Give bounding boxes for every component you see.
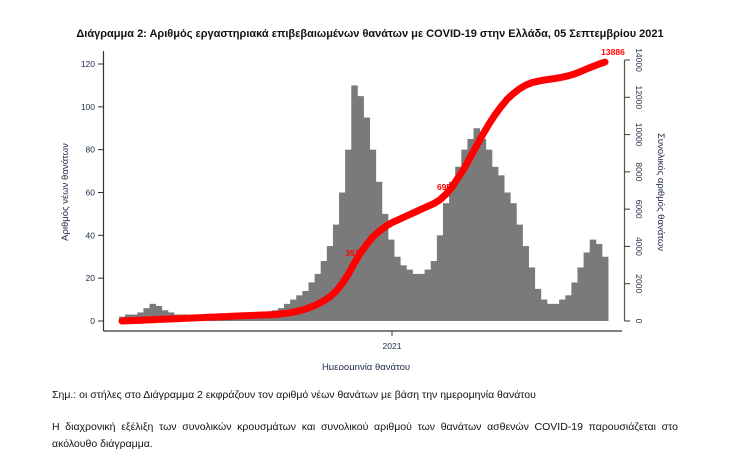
cumulative-line-series <box>118 58 609 325</box>
bar <box>467 138 474 321</box>
bar <box>363 117 371 322</box>
chart-note: Σημ.: οι στήλες στο Διάγραμμα 2 εκφράζου… <box>52 389 536 401</box>
bar <box>498 175 505 321</box>
bar <box>546 303 554 321</box>
bar <box>375 181 383 321</box>
y-right-tick-label: 10000 <box>634 123 644 147</box>
bar <box>339 192 346 321</box>
bar <box>485 149 493 321</box>
y-axis-right-label: Συνολικός αριθμός θανάτων <box>655 133 666 251</box>
bar <box>595 243 603 321</box>
bar <box>418 273 426 321</box>
data-label: 13886 <box>601 47 625 57</box>
y-tick-label: 120 <box>81 59 95 69</box>
y-right-tick-label: 2000 <box>634 274 644 293</box>
bar <box>436 235 444 321</box>
bar <box>510 203 517 321</box>
bar <box>345 149 352 321</box>
bar <box>534 288 542 321</box>
bar <box>351 85 358 322</box>
bar <box>577 267 585 321</box>
bar <box>449 181 456 321</box>
y-tick-label: 0 <box>90 316 95 326</box>
bar <box>387 239 395 321</box>
data-label: 695 <box>437 182 451 192</box>
y-right-tick-label: 4000 <box>634 237 644 256</box>
bar <box>155 306 163 321</box>
y-right-tick-label: 8000 <box>634 162 644 181</box>
bar <box>308 282 315 321</box>
y-tick-label: 40 <box>86 230 96 240</box>
y-axis-label: Αριθμός νέων θανάτων <box>60 143 71 241</box>
bar <box>504 192 511 321</box>
bar <box>430 261 438 321</box>
y-tick-label: 80 <box>86 145 96 155</box>
bar <box>473 128 481 321</box>
x-tick-label: 2021 <box>383 341 402 351</box>
axes: 0 20 40 60 80 100 120 0 2000 4000 6000 8000 10000 120… <box>81 48 644 351</box>
bar <box>583 252 591 321</box>
bar <box>381 213 389 321</box>
data-label: 351 <box>345 248 359 258</box>
bar <box>143 308 150 321</box>
bar <box>161 310 169 321</box>
bar <box>442 203 450 321</box>
bar <box>149 303 157 321</box>
bar <box>424 269 432 321</box>
cumulative-deaths-line <box>118 58 609 325</box>
chart-title: Διάγραμμα 2: Αριθμός εργαστηριακά επιβεβ… <box>76 28 663 40</box>
bar-series <box>118 85 609 322</box>
bar <box>553 303 560 321</box>
y-right-tick-label: 6000 <box>634 200 644 219</box>
bar <box>516 224 523 321</box>
deaths-chart: Διάγραμμα 2: Αριθμός εργαστηριακά επιβεβ… <box>60 28 666 370</box>
bar <box>455 166 462 321</box>
bar <box>357 96 364 321</box>
bar <box>320 261 328 321</box>
bar <box>400 265 407 321</box>
y-tick-label: 20 <box>86 273 96 283</box>
bar <box>491 166 499 321</box>
body-paragraph: Η διαχρονική εξέλιξη των συνολικών κρουσ… <box>52 421 678 450</box>
bar <box>589 239 597 321</box>
bar <box>559 299 566 321</box>
bar <box>326 246 334 321</box>
bar <box>540 299 548 321</box>
bar <box>332 224 340 321</box>
bar <box>461 149 468 321</box>
y-tick-label: 100 <box>81 102 95 112</box>
x-axis-label: Ημερομηνία θανάτου <box>322 362 410 370</box>
y-right-tick-label: 12000 <box>634 85 644 109</box>
annotations: 351 695 13886 <box>345 47 625 258</box>
bar <box>479 138 487 321</box>
bar <box>412 273 419 321</box>
bar <box>528 267 536 321</box>
y-right-tick-label: 14000 <box>634 48 644 72</box>
bar <box>394 256 401 321</box>
bar <box>601 256 609 321</box>
y-right-tick-label: 0 <box>634 319 644 324</box>
bar <box>571 282 578 321</box>
bar <box>406 269 413 321</box>
y-tick-label: 60 <box>86 188 96 198</box>
bar <box>314 273 322 321</box>
bar <box>565 295 572 321</box>
bar <box>522 246 529 321</box>
